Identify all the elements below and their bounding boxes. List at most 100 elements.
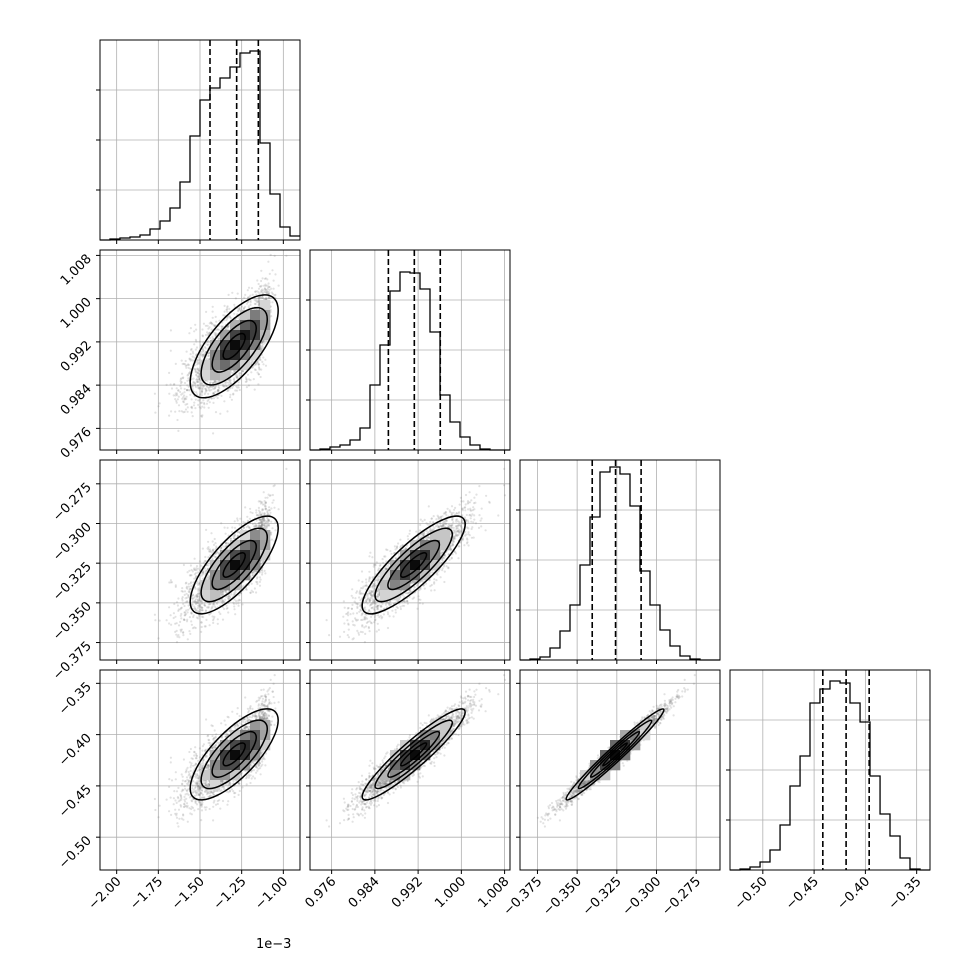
density-cell — [240, 350, 251, 361]
scatter-point — [260, 521, 263, 524]
scatter-point — [193, 567, 196, 570]
scatter-point — [200, 353, 203, 356]
scatter-point — [187, 385, 190, 388]
scatter-point — [202, 573, 205, 576]
scatter-point — [264, 277, 267, 280]
scatter-point — [183, 614, 186, 617]
scatter-point — [226, 310, 229, 313]
scatter-point — [258, 303, 261, 306]
scatter-point — [209, 381, 212, 384]
scatter-point — [157, 405, 160, 408]
scatter-point — [200, 621, 203, 624]
scatter-point — [256, 290, 259, 293]
scatter-point — [250, 287, 254, 290]
scatter-point — [255, 361, 258, 364]
scatter-point — [179, 608, 182, 611]
scatter-point — [189, 327, 192, 330]
scatter-point — [196, 580, 199, 583]
scatter-point — [252, 570, 255, 573]
scatter-point — [174, 615, 177, 618]
scatter-point — [223, 400, 226, 403]
scatter-point — [208, 577, 211, 580]
scatter-point — [183, 618, 186, 621]
scatter-point — [257, 363, 260, 366]
scatter-point — [180, 387, 183, 390]
scatter-point — [202, 399, 205, 402]
scatter-point — [237, 604, 240, 607]
scatter-point — [190, 620, 193, 623]
scatter-point — [261, 290, 264, 293]
scatter-point — [192, 404, 196, 407]
scatter-point — [263, 503, 266, 506]
scatter-point — [200, 390, 203, 393]
scatter-point — [218, 387, 221, 390]
scatter-point — [200, 351, 203, 354]
scatter-point — [254, 290, 257, 293]
scatter-point — [198, 358, 201, 361]
scatter-point — [266, 519, 269, 522]
scatter-point — [274, 529, 277, 532]
scatter-point — [211, 335, 214, 338]
scatter-point — [190, 612, 193, 615]
scatter-point — [253, 388, 256, 391]
scatter-point — [208, 624, 211, 627]
scatter-point — [206, 343, 210, 346]
scatter-point — [230, 530, 234, 534]
scatter-point — [241, 370, 244, 373]
scatter-point — [261, 296, 264, 299]
scatter-point — [201, 405, 204, 408]
scatter-point — [264, 288, 268, 292]
scatter-point — [183, 394, 186, 397]
scatter-point — [261, 277, 264, 280]
scatter-point — [227, 595, 230, 599]
scatter-point — [172, 383, 175, 386]
scatter-point — [201, 334, 204, 337]
density-cell — [220, 370, 231, 381]
scatter-point — [174, 362, 177, 365]
scatter-point — [187, 595, 190, 598]
scatter-point — [217, 552, 220, 555]
scatter-point — [217, 389, 220, 392]
scatter-point — [180, 612, 183, 616]
scatter-point — [183, 618, 186, 622]
scatter-point — [268, 509, 271, 512]
density-cell — [240, 340, 251, 351]
scatter-point — [246, 524, 250, 528]
scatter-point — [262, 516, 265, 520]
scatter-point — [193, 343, 196, 346]
scatter-point — [223, 304, 226, 307]
scatter-point — [174, 630, 177, 634]
scatter-point — [251, 574, 254, 577]
scatter-point — [182, 618, 185, 622]
scatter-point — [238, 374, 241, 377]
scatter-point — [181, 397, 184, 400]
scatter-point — [262, 289, 265, 292]
scatter-point — [185, 366, 188, 369]
scatter-point — [242, 369, 245, 373]
scatter-point — [184, 363, 187, 366]
scatter-point — [233, 598, 236, 601]
scatter-point — [261, 561, 264, 564]
scatter-point — [227, 389, 230, 392]
scatter-point — [261, 503, 265, 506]
scatter-point — [195, 374, 198, 377]
scatter-point — [187, 372, 191, 375]
scatter-point — [220, 593, 223, 596]
scatter-point — [262, 284, 266, 287]
scatter-point — [201, 335, 204, 338]
scatter-point — [235, 373, 238, 376]
scatter-point — [266, 517, 269, 520]
scatter-point — [249, 303, 252, 306]
scatter-point — [258, 571, 261, 574]
scatter-point — [187, 377, 190, 380]
scatter-point — [204, 391, 207, 394]
scatter-point — [264, 502, 267, 505]
scatter-point — [236, 313, 239, 316]
y-tick-label: 0.976 — [58, 425, 95, 462]
scatter-point — [209, 337, 212, 340]
scatter-point — [257, 524, 260, 527]
scatter-point — [212, 397, 215, 400]
density-cell — [210, 350, 221, 361]
scatter-point — [212, 548, 215, 551]
